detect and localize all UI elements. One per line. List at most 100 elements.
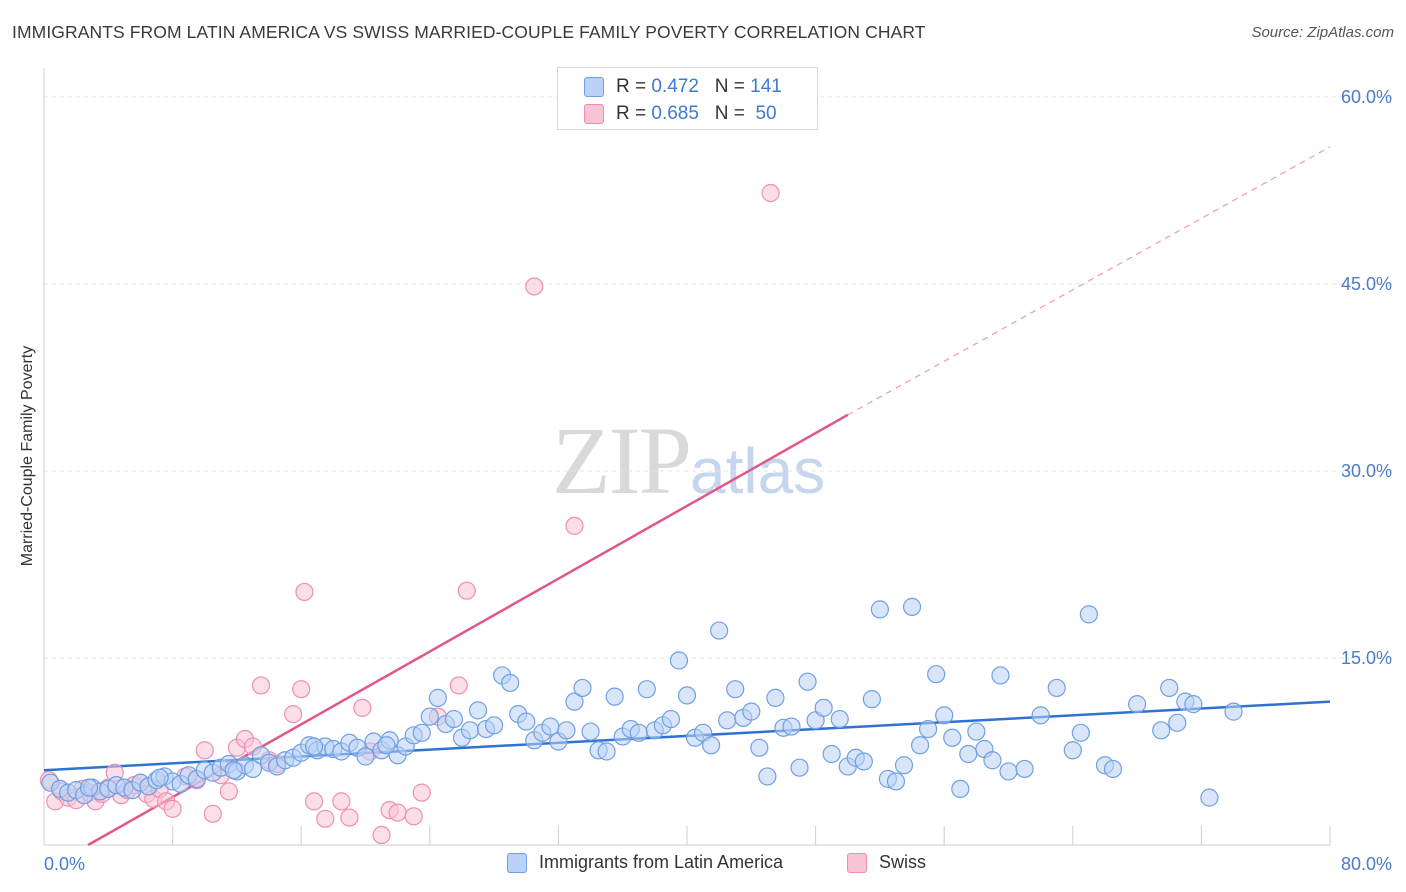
swiss-point [316, 809, 335, 828]
swiss-point [304, 792, 324, 811]
latin-america-point [1047, 678, 1066, 698]
latin-america-point [1031, 706, 1050, 725]
latin-america-point [460, 721, 480, 740]
latin-america-point [766, 688, 785, 707]
swiss-point [251, 676, 271, 695]
latin-america-point [854, 752, 873, 771]
swiss-point [284, 704, 303, 724]
latin-america-point [501, 673, 520, 693]
latin-america-point [702, 736, 721, 755]
latin-america-point [150, 768, 169, 787]
latin-america-point [750, 738, 769, 757]
series-legend-latin-america: Immigrants from Latin America [507, 852, 783, 873]
latin-america-point [726, 680, 745, 699]
y-tick-label: 30.0% [1341, 461, 1392, 481]
latin-america-point [304, 737, 324, 756]
series-swatch-pink [847, 852, 867, 873]
latin-america-point [959, 744, 978, 764]
series-legend: Immigrants from Latin America Swiss [0, 852, 1406, 878]
swiss-point [388, 803, 407, 822]
swiss-point [295, 582, 314, 602]
y-tick-label: 60.0% [1341, 87, 1392, 107]
zipatlas-watermark: ZIPatlas [552, 405, 825, 516]
latin-america-point [468, 701, 488, 720]
latin-america-point [597, 742, 616, 761]
series-label-latin-america: Immigrants from Latin America [539, 852, 784, 872]
latin-america-point [758, 767, 777, 786]
latin-america-point [412, 723, 431, 742]
swiss-point [457, 581, 476, 600]
latin-america-point [1184, 695, 1203, 714]
latin-america-point [742, 702, 761, 721]
swiss-point [449, 676, 468, 695]
latin-america-point [661, 709, 681, 729]
legend-n-label: N = [714, 103, 745, 124]
latin-america-point [1152, 721, 1171, 740]
chart-title: IMMIGRANTS FROM LATIN AMERICA VS SWISS M… [12, 22, 926, 42]
latin-america-point [862, 690, 881, 709]
latin-america-point [356, 747, 375, 766]
legend-swatch-blue [584, 77, 604, 97]
latin-america-point [541, 717, 560, 736]
latin-america-point [517, 712, 536, 731]
latin-america-point [798, 672, 817, 691]
latin-america-point [1224, 702, 1243, 721]
latin-america-point [637, 680, 656, 699]
x-tick-label: 0.0% [44, 854, 85, 874]
latin-america-point [1063, 741, 1082, 760]
source-credit: Source: ZipAtlas.com [1251, 24, 1394, 41]
swiss-point [412, 783, 431, 802]
latin-america-point [79, 778, 99, 797]
latin-america-point [814, 698, 833, 717]
swiss-point [219, 782, 238, 801]
latin-america-point [565, 692, 584, 711]
latin-america-point [886, 772, 906, 791]
legend-n-label: N = [714, 76, 745, 97]
swiss-point [353, 698, 372, 717]
latin-america-point [919, 719, 938, 739]
y-tick-label: 45.0% [1341, 274, 1392, 294]
latin-america-point [822, 744, 841, 764]
latin-america-point [444, 709, 464, 729]
legend-row-swiss: R = 0.685 N = 50 [584, 102, 777, 126]
swiss-point [525, 277, 544, 296]
latin-america-point [605, 687, 624, 706]
latin-america-point [1160, 678, 1179, 698]
legend-r-label: R = [616, 103, 647, 124]
swiss-trend-extension [847, 146, 1331, 416]
latin-america-point [710, 621, 729, 640]
swiss-point [163, 799, 182, 818]
latin-america-point [677, 686, 697, 705]
latin-america-point [629, 723, 648, 742]
legend-r-value: 0.685 [651, 103, 699, 124]
legend-n-value: 50 [750, 103, 777, 124]
series-swatch-blue [507, 852, 527, 873]
latin-america-point [557, 721, 576, 740]
latin-america-point [1103, 759, 1123, 779]
latin-america-point [377, 736, 396, 755]
latin-america-point [951, 779, 970, 799]
axes [43, 68, 1331, 846]
legend-r-label: R = [616, 76, 647, 97]
latin-america-point [782, 717, 801, 736]
latin-america-point [1015, 759, 1034, 779]
latin-america-point [573, 678, 592, 698]
x-tick-label: 80.0% [1341, 854, 1392, 874]
latin-america-point [1168, 713, 1187, 732]
swiss-point [565, 516, 584, 535]
swiss-point [332, 792, 351, 811]
latin-america-point [894, 756, 914, 775]
latin-america-point [910, 736, 930, 755]
latin-america-point [830, 709, 849, 729]
swiss-point [292, 680, 311, 699]
latin-america-point [943, 728, 962, 747]
stats-legend: R = 0.472 N = 141 R = 0.685 N = 50 [557, 67, 818, 130]
latin-america-point [991, 666, 1010, 685]
y-tick-label: 15.0% [1341, 648, 1392, 668]
watermark-zip: ZIP [552, 407, 692, 514]
swiss-point [404, 807, 423, 826]
series-legend-swiss: Swiss [847, 852, 926, 873]
latin-america-point [485, 716, 504, 735]
legend-row-latin-america: R = 0.472 N = 141 [584, 75, 782, 99]
